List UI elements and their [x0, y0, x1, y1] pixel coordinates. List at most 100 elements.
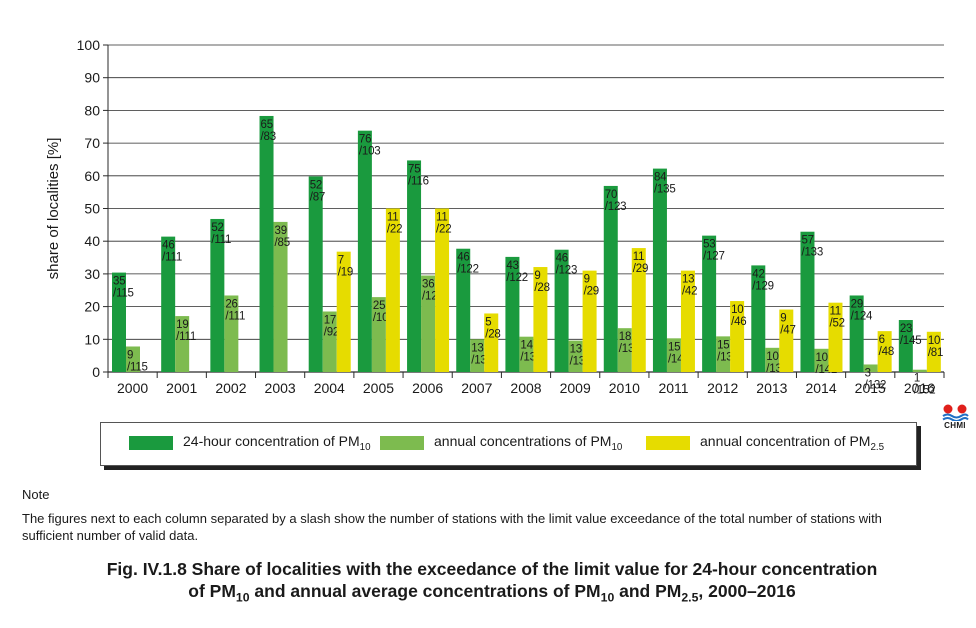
legend-item-pm10-annual: annual concentrations of PM10 — [380, 433, 622, 453]
bar-2010-series-2 — [631, 248, 646, 372]
bar-label-2002-series-0: 52/111 — [211, 222, 231, 246]
bar-label-2013-series-0: 42/129 — [752, 268, 774, 292]
bar-label-2011-series-0: 84/135 — [654, 172, 676, 196]
x-tick-label-2001: 2001 — [166, 380, 197, 396]
bar-label-2005-series-0: 76/103 — [359, 134, 381, 158]
legend-swatch-pm25-annual — [646, 435, 690, 450]
bar-label-2006-series-0: 75/116 — [408, 163, 429, 187]
bar-2012-series-0 — [702, 235, 717, 372]
bar-label-2006-series-2: 11/22 — [436, 212, 451, 236]
bar-2014-series-0 — [800, 231, 815, 372]
bar-2004-series-1 — [322, 311, 337, 372]
x-tick-label-2008: 2008 — [510, 380, 541, 396]
x-tick-label-2013: 2013 — [756, 380, 787, 396]
bar-2009-series-1 — [568, 340, 583, 372]
bar-2002-series-0 — [210, 218, 225, 372]
bar-2016-series-2 — [926, 331, 941, 372]
legend-swatch-pm10-24h — [129, 435, 173, 450]
bar-2007-series-2 — [484, 313, 499, 372]
chmi-logo: CHMI — [940, 403, 970, 430]
bar-2006-series-2 — [435, 208, 450, 372]
x-tick-label-2016: 2016 — [904, 380, 935, 396]
bar-2005-series-0 — [357, 130, 372, 372]
x-tick-label-2003: 2003 — [265, 380, 296, 396]
bar-2008-series-1 — [519, 336, 534, 372]
y-tick-label-10: 10 — [84, 331, 100, 347]
note-title: Note — [22, 487, 50, 502]
bar-label-2001-series-0: 46/111 — [162, 240, 182, 264]
bar-label-2007-series-2: 5/28 — [485, 316, 500, 340]
bar-label-2010-series-0: 70/123 — [605, 189, 627, 213]
bar-label-2008-series-2: 9/28 — [534, 270, 549, 294]
chmi-logo-text: CHMI — [944, 421, 966, 430]
bar-2011-series-2 — [680, 270, 695, 372]
bar-chart: 0 10 20 30 40 50 60 70 80 90 100 share of localitie… — [45, 37, 945, 397]
x-tick-label-2010: 2010 — [609, 380, 640, 396]
bar-label-2014-series-2: 11/52 — [829, 306, 844, 330]
bar-label-2016-series-0: 23/145 — [900, 323, 922, 347]
bar-label-2013-series-2: 9/47 — [780, 313, 795, 337]
caption-line-2: of PM10 and annual average concentration… — [188, 581, 796, 605]
legend-sub-pm25-annual: 2.5 — [870, 441, 885, 453]
bar-label-2003-series-0: 65/83 — [261, 119, 276, 143]
bar-2012-series-2 — [730, 301, 745, 372]
bar-2002-series-1 — [224, 295, 239, 372]
x-tick-label-2000: 2000 — [117, 380, 148, 396]
x-tick-label-2006: 2006 — [412, 380, 443, 396]
chmi-logo-icon — [940, 403, 970, 422]
bar-label-2009-series-0: 46/123 — [556, 253, 578, 277]
y-tick-label-60: 60 — [84, 168, 100, 184]
bar-label-2007-series-0: 46/122 — [457, 252, 479, 276]
legend-sub-pm10-24h: 10 — [359, 441, 371, 453]
bar-2005-series-2 — [385, 208, 400, 372]
bar-2014-series-2 — [828, 302, 843, 372]
y-axis-label: share of localities [%] — [45, 138, 62, 280]
x-tick-label-2012: 2012 — [707, 380, 738, 396]
legend-sub-pm10-annual: 10 — [611, 441, 623, 453]
bar-label-2012-series-0: 53/127 — [703, 239, 725, 263]
bar-2014-series-1 — [814, 348, 829, 372]
bar-label-2010-series-2: 11/29 — [633, 251, 648, 275]
y-tick-label-20: 20 — [84, 299, 100, 315]
bar-label-2004-series-1: 17/92 — [324, 315, 339, 339]
bar-label-2001-series-1: 19/111 — [176, 319, 196, 343]
legend-item-pm25-annual: annual concentration of PM2.5 — [646, 433, 884, 453]
bar-2011-series-1 — [666, 338, 681, 372]
bar-2001-series-1 — [175, 316, 190, 372]
x-tick-label-2002: 2002 — [215, 380, 246, 396]
bar-label-2004-series-0: 52/87 — [310, 179, 325, 203]
bar-2013-series-1 — [765, 347, 780, 372]
y-tick-label-40: 40 — [84, 233, 100, 249]
bar-2015-series-1 — [863, 364, 878, 372]
x-tick-label-2004: 2004 — [314, 380, 345, 396]
x-tick-label-2014: 2014 — [805, 380, 836, 396]
y-tick-label-90: 90 — [84, 70, 100, 86]
bar-2016-series-1 — [912, 369, 927, 372]
bar-2007-series-0 — [456, 248, 471, 372]
bar-2003-series-1 — [273, 221, 288, 372]
x-tick-label-2015: 2015 — [855, 380, 886, 396]
x-tick-label-2007: 2007 — [461, 380, 492, 396]
bar-2012-series-1 — [716, 336, 731, 372]
bar-label-2005-series-2: 11/22 — [387, 212, 402, 236]
y-tick-label-30: 30 — [84, 266, 100, 282]
bar-2013-series-0 — [751, 265, 766, 372]
note-text: The figures next to each column separate… — [22, 511, 882, 543]
bar-label-2000-series-1: 9/115 — [127, 349, 148, 373]
y-tick-label-70: 70 — [84, 135, 100, 151]
bar-2016-series-0 — [898, 320, 913, 372]
bar-label-2012-series-2: 10/46 — [731, 304, 746, 328]
bar-2010-series-1 — [617, 328, 632, 372]
bar-2013-series-2 — [779, 309, 794, 372]
bar-2011-series-0 — [652, 168, 667, 372]
bar-2015-series-2 — [877, 331, 892, 372]
bar-label-2002-series-1: 26/111 — [225, 298, 245, 322]
bar-2008-series-2 — [533, 267, 548, 372]
bar-label-2015-series-2: 6/48 — [879, 334, 894, 358]
caption-line-1: Fig. IV.1.8 Share of localities with the… — [106, 559, 878, 579]
x-tick-label-2009: 2009 — [560, 380, 591, 396]
y-tick-label-0: 0 — [92, 364, 100, 380]
bar-label-2014-series-0: 57/133 — [801, 235, 823, 259]
x-tick-label-2005: 2005 — [363, 380, 394, 396]
y-tick-label-100: 100 — [77, 37, 101, 53]
